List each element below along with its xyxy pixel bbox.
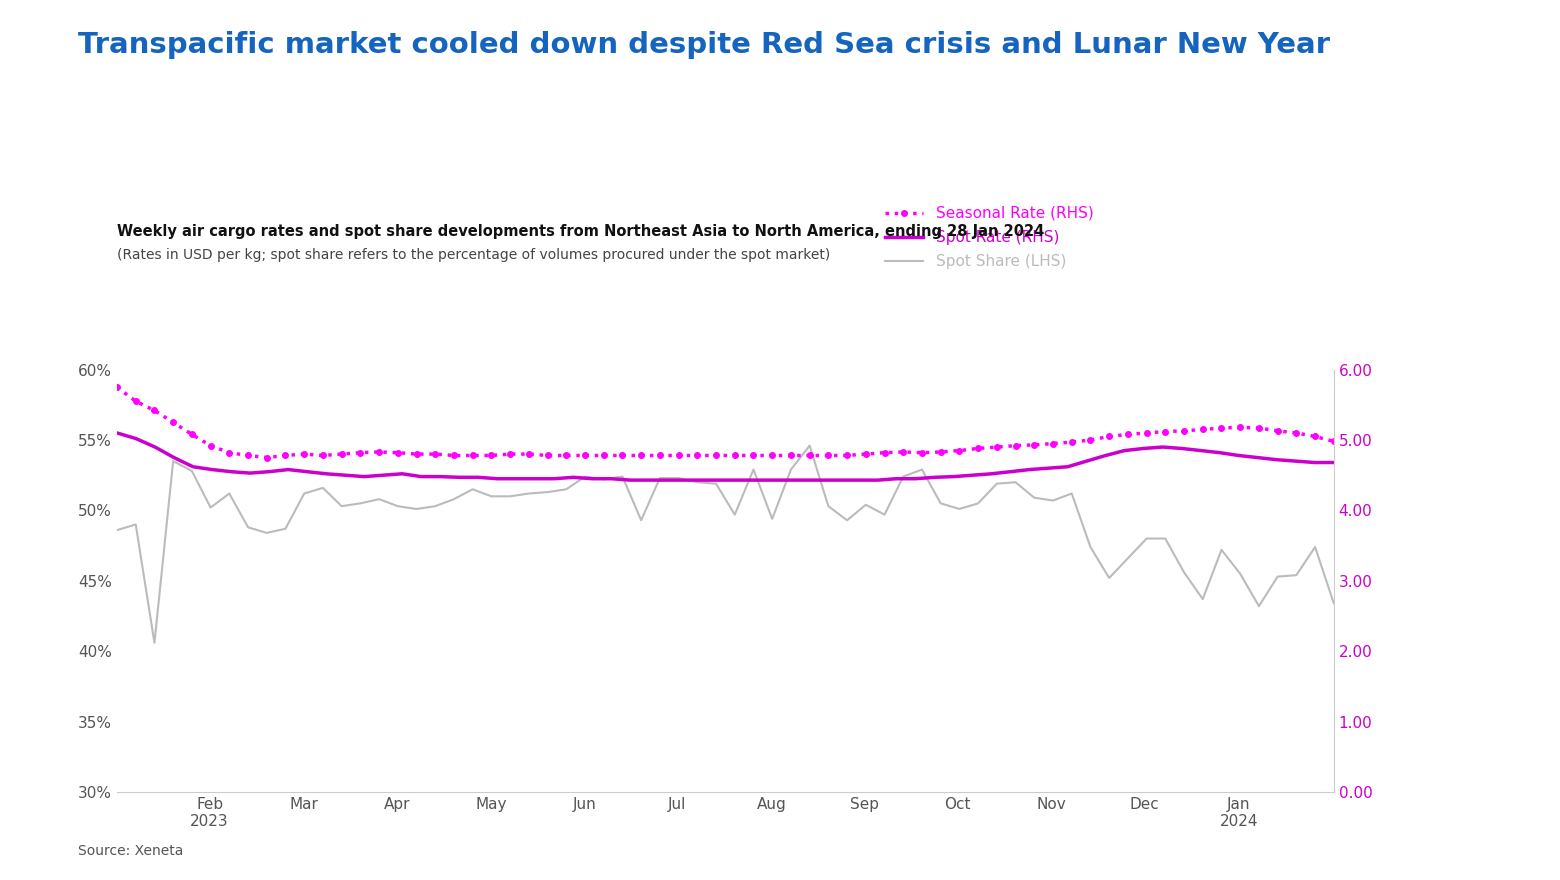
- Spot Rate (RHS): [470, 472, 488, 482]
- Seasonal Rate (RHS): [1324, 436, 1343, 447]
- Seasonal Rate (RHS): [257, 452, 276, 463]
- Spot Share (LHS): [220, 488, 239, 499]
- Spot Rate (RHS): [640, 475, 658, 486]
- Spot Share (LHS): [651, 473, 669, 483]
- Seasonal Rate (RHS): [201, 440, 220, 451]
- Spot Rate (RHS): [1324, 458, 1343, 468]
- Spot Share (LHS): [669, 473, 688, 483]
- Spot Rate (RHS): [393, 468, 412, 479]
- Text: Source: Xeneta: Source: Xeneta: [78, 844, 184, 858]
- Spot Share (LHS): [145, 637, 164, 648]
- Seasonal Rate (RHS): [1081, 435, 1100, 445]
- Spot Share (LHS): [108, 524, 126, 535]
- Spot Share (LHS): [800, 440, 819, 451]
- Spot Rate (RHS): [753, 475, 772, 486]
- Line: Spot Share (LHS): Spot Share (LHS): [117, 445, 1334, 642]
- Legend: Seasonal Rate (RHS), Spot Rate (RHS), Spot Share (LHS): Seasonal Rate (RHS), Spot Rate (RHS), Sp…: [878, 200, 1100, 275]
- Seasonal Rate (RHS): [426, 449, 445, 459]
- Text: (Rates in USD per kg; spot share refers to the percentage of volumes procured un: (Rates in USD per kg; spot share refers …: [117, 248, 830, 262]
- Spot Share (LHS): [1324, 598, 1343, 609]
- Spot Rate (RHS): [621, 475, 640, 486]
- Line: Spot Rate (RHS): Spot Rate (RHS): [117, 433, 1334, 480]
- Seasonal Rate (RHS): [1250, 422, 1268, 433]
- Spot Share (LHS): [426, 501, 445, 511]
- Line: Seasonal Rate (RHS): Seasonal Rate (RHS): [114, 385, 1337, 460]
- Seasonal Rate (RHS): [651, 451, 669, 461]
- Seasonal Rate (RHS): [108, 382, 126, 392]
- Spot Share (LHS): [1100, 573, 1119, 583]
- Spot Share (LHS): [501, 491, 519, 502]
- Text: Weekly air cargo rates and spot share developments from Northeast Asia to North : Weekly air cargo rates and spot share de…: [117, 224, 1044, 239]
- Seasonal Rate (RHS): [501, 449, 519, 459]
- Spot Rate (RHS): [108, 428, 126, 438]
- Spot Rate (RHS): [1287, 456, 1306, 466]
- Text: Transpacific market cooled down despite Red Sea crisis and Lunar New Year: Transpacific market cooled down despite …: [78, 31, 1331, 59]
- Spot Rate (RHS): [1172, 444, 1190, 454]
